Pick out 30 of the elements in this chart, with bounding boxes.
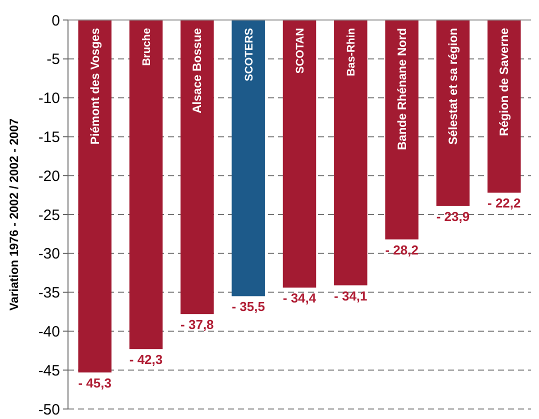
- y-tick-label: -35: [38, 284, 60, 302]
- x-tick-label: Alsace Bossue: [190, 28, 204, 114]
- data-label: - 28,2: [385, 242, 418, 258]
- data-label: - 34,4: [282, 290, 317, 306]
- x-tick-label: Sélestat et sa région: [446, 28, 460, 145]
- x-tick-label: Bande Rhénane Nord: [394, 28, 409, 150]
- data-label: - 45,3: [78, 375, 112, 390]
- x-tick-label: Bas-Rhin: [346, 28, 358, 76]
- data-label: - 37,8: [180, 317, 214, 332]
- data-label: - 22,2: [488, 196, 521, 211]
- y-tick-label: -15: [38, 128, 60, 146]
- y-tick-label: -30: [38, 246, 60, 263]
- y-tick-label: -20: [38, 168, 60, 185]
- data-label: - 34,1: [334, 288, 368, 304]
- y-tick-label: -50: [38, 401, 60, 418]
- y-tick-label: -10: [38, 90, 60, 108]
- x-tick-label: Région de Saverne: [497, 28, 512, 136]
- x-tick-label: SCOTAN: [294, 28, 306, 74]
- y-tick-label: -40: [38, 323, 60, 340]
- x-tick-label: Bruche: [141, 28, 154, 66]
- data-label: - 23,9: [436, 208, 470, 224]
- y-tick-label: -45: [38, 362, 60, 380]
- y-tick-label: -25: [38, 206, 60, 224]
- data-label: - 35,5: [232, 299, 265, 314]
- y-tick-label: -5: [46, 51, 60, 68]
- data-label: - 42,3: [129, 352, 163, 368]
- x-tick-label: Piémont des Vosges: [88, 28, 102, 144]
- x-tick-label: SCOTERS: [243, 28, 256, 82]
- y-axis-title: Variation 1976 - 2002 / 2002 - 2007: [7, 118, 22, 311]
- y-tick-label: 0: [52, 12, 60, 30]
